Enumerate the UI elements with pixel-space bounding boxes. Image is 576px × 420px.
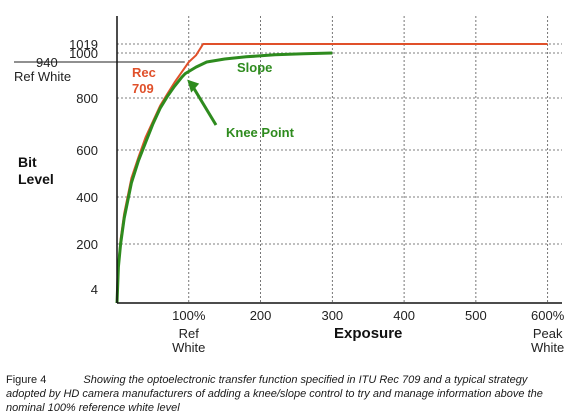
x-tick-label: 500 bbox=[465, 308, 487, 323]
series-label-rec-709: 709 bbox=[132, 81, 154, 96]
y-tick-label: 4 bbox=[91, 282, 98, 297]
series-label-slope: Slope bbox=[237, 60, 272, 75]
y-axis-title: Level bbox=[18, 171, 54, 187]
x-tick-label: 300 bbox=[321, 308, 343, 323]
axes bbox=[116, 16, 562, 304]
y-tick-label: 1000 bbox=[69, 46, 98, 61]
x-tick-sublabel: White bbox=[172, 340, 205, 355]
y-tick-label: 800 bbox=[76, 91, 98, 106]
figure-label: Figure 4 bbox=[6, 374, 47, 386]
x-tick-label: 200 bbox=[250, 308, 272, 323]
y-axis-title: Bit bbox=[18, 154, 37, 170]
knee-arrow-shaft bbox=[190, 84, 218, 126]
y-tick-label: 200 bbox=[76, 237, 98, 252]
x-axis-title: Exposure bbox=[334, 325, 402, 342]
x-tick-sublabel: Ref bbox=[179, 326, 200, 341]
series-label-rec-709: Rec bbox=[132, 65, 156, 80]
caption-text: Showing the optoelectronic transfer func… bbox=[6, 374, 543, 414]
x-tick-sublabel: Peak bbox=[533, 326, 563, 341]
y-tick-label: 1019 bbox=[69, 37, 98, 52]
ref-white-label: 940 bbox=[36, 55, 58, 70]
x-tick-label: 400 bbox=[393, 308, 415, 323]
knee-arrow-head bbox=[187, 79, 200, 93]
knee-point-label: Knee Point bbox=[226, 125, 295, 140]
figure-caption: Figure 4 Showing the optoelectronic tran… bbox=[6, 373, 568, 415]
series-line-slope bbox=[115, 51, 333, 304]
y-tick-label: 400 bbox=[76, 190, 98, 205]
x-tick-sublabel: White bbox=[531, 340, 564, 355]
series-lines bbox=[115, 43, 548, 304]
ref-white-label: Ref White bbox=[14, 69, 71, 84]
grid-lines bbox=[117, 16, 562, 303]
x-tick-label: 600% bbox=[531, 308, 565, 323]
x-tick-label: 100% bbox=[172, 308, 206, 323]
y-tick-label: 600 bbox=[76, 143, 98, 158]
